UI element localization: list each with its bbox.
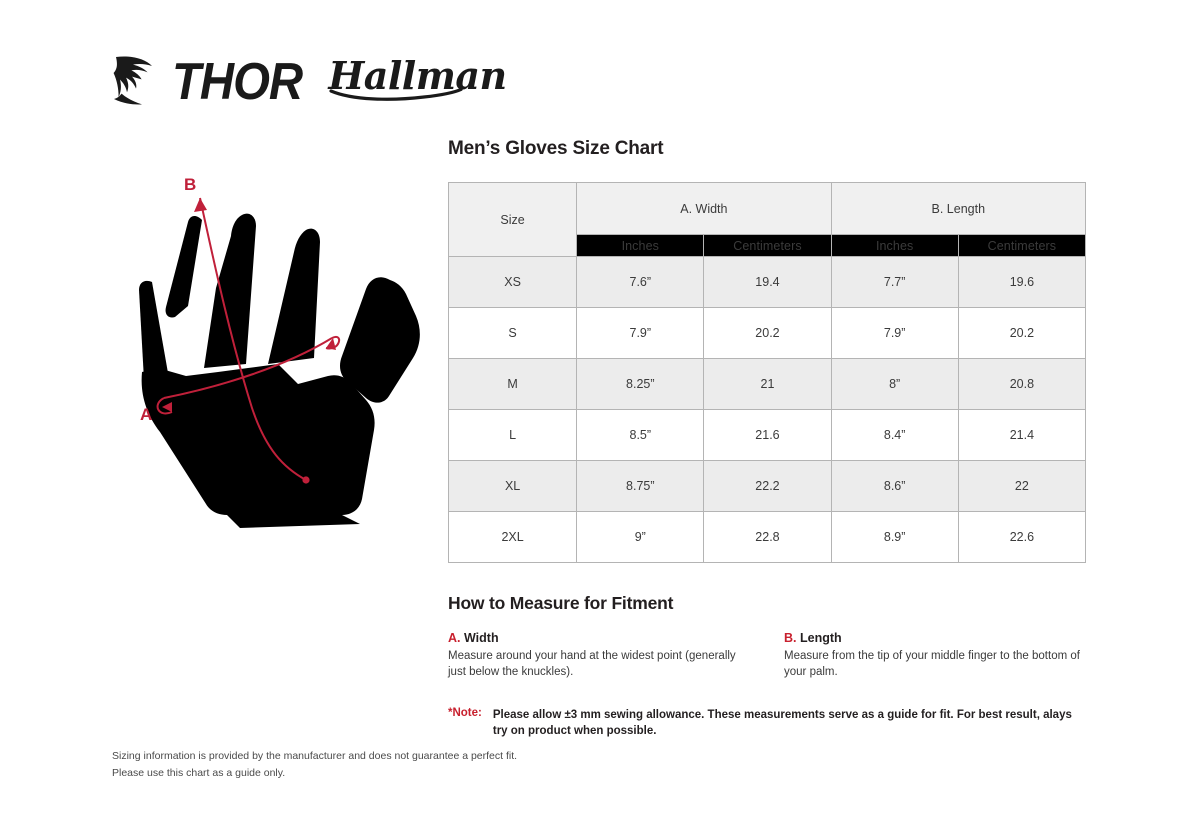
footer-disclaimer: Sizing information is provided by the ma… bbox=[112, 748, 517, 782]
cell-length-inches: 8” bbox=[830, 358, 959, 410]
cell-length-inches: 7.7” bbox=[830, 256, 959, 308]
cell-size: L bbox=[447, 409, 578, 461]
footer-line-2: Please use this chart as a guide only. bbox=[112, 766, 286, 779]
how-to-measure-title: How to Measure for Fitment bbox=[448, 593, 674, 613]
cell-width-centimeters: 19.4 bbox=[703, 256, 832, 308]
cell-width-inches: 9” bbox=[576, 511, 705, 563]
cell-width-centimeters: 21.6 bbox=[703, 409, 832, 461]
cell-width-centimeters: 22.8 bbox=[703, 511, 832, 563]
cell-length-inches: 8.6” bbox=[830, 460, 959, 512]
cell-width-inches: 7.9” bbox=[576, 307, 705, 359]
table-row: 2XL 9” 22.8 8.9” 22.6 bbox=[447, 511, 1087, 563]
cell-size: XS bbox=[447, 256, 578, 308]
measure-width-name: Width bbox=[463, 631, 499, 645]
measure-item-length: B. Length Measure from the tip of your m… bbox=[784, 631, 1086, 681]
table-row: XS 7.6” 19.4 7.7” 19.6 bbox=[447, 256, 1087, 308]
note-label: *Note: bbox=[448, 707, 482, 720]
cell-width-centimeters: 21 bbox=[703, 358, 832, 410]
footer-line-1: Sizing information is provided by the ma… bbox=[112, 750, 518, 762]
note-text: Please allow ±3 mm sewing allowance. The… bbox=[492, 708, 1072, 738]
page-title: Men’s Gloves Size Chart bbox=[448, 138, 664, 159]
cell-size: XL bbox=[447, 460, 578, 512]
thor-logo: THOR bbox=[112, 55, 303, 107]
hallman-swash-icon bbox=[329, 87, 463, 101]
width-measure-arc-a bbox=[156, 335, 341, 415]
cell-length-centimeters: 22 bbox=[957, 460, 1087, 512]
table-row: L 8.5” 21.6 8.4” 21.4 bbox=[447, 409, 1087, 461]
measure-width-description: Measure around your hand at the widest p… bbox=[448, 650, 736, 679]
brand-logo-row: THOR Hallman bbox=[112, 52, 507, 110]
table-row: XL 8.75” 22.2 8.6” 22 bbox=[447, 460, 1087, 512]
measure-width-heading: A. Width bbox=[448, 631, 750, 645]
hand-diagram-svg: B A bbox=[139, 175, 420, 528]
table-header-length-inches: Inches bbox=[830, 234, 959, 257]
measure-width-key: A. bbox=[448, 631, 461, 645]
cell-width-inches: 8.5” bbox=[576, 409, 705, 461]
measure-length-name: Length bbox=[799, 631, 842, 645]
table-row: S 7.9” 20.2 7.9” 20.2 bbox=[447, 307, 1087, 359]
size-chart-column: Men’s Gloves Size Chart Size A. Width B.… bbox=[447, 138, 1087, 740]
hallman-wordmark-text: Hallman bbox=[328, 53, 507, 98]
cell-width-inches: 8.75” bbox=[576, 460, 705, 512]
hand-silhouette bbox=[139, 213, 420, 528]
table-header-group-width: A. Width bbox=[576, 182, 832, 235]
measure-length-key: B. bbox=[784, 631, 797, 645]
thor-helmet-icon bbox=[113, 56, 152, 105]
measure-length-heading: B. Length bbox=[784, 631, 1086, 645]
how-to-measure-section: How to Measure for Fitment A. Width Meas… bbox=[448, 593, 1086, 681]
table-row: M 8.25” 21 8” 20.8 bbox=[447, 358, 1087, 410]
cell-length-centimeters: 19.6 bbox=[957, 256, 1087, 308]
measure-length-description: Measure from the tip of your middle fing… bbox=[784, 650, 1080, 679]
note-row: *Note: Please allow ±3 mm sewing allowan… bbox=[448, 707, 1086, 740]
length-measure-line-b bbox=[194, 197, 310, 484]
diagram-label-a: A bbox=[140, 405, 152, 424]
size-chart-table: Size A. Width B. Length Inches Centimete… bbox=[447, 182, 1087, 563]
measure-item-width: A. Width Measure around your hand at the… bbox=[448, 631, 750, 681]
cell-length-centimeters: 22.6 bbox=[957, 511, 1087, 563]
cell-size: S bbox=[447, 307, 578, 359]
table-header-length-centimeters: Centimeters bbox=[957, 234, 1087, 257]
table-header-size: Size bbox=[447, 182, 578, 257]
cell-length-inches: 8.4” bbox=[830, 409, 959, 461]
cell-length-centimeters: 20.8 bbox=[957, 358, 1087, 410]
table-header-width-centimeters: Centimeters bbox=[703, 234, 832, 257]
cell-length-inches: 8.9” bbox=[830, 511, 959, 563]
cell-width-centimeters: 20.2 bbox=[703, 307, 832, 359]
table-header-group-length: B. Length bbox=[830, 182, 1087, 235]
cell-size: 2XL bbox=[447, 511, 578, 563]
cell-length-centimeters: 20.2 bbox=[957, 307, 1087, 359]
cell-size: M bbox=[447, 358, 578, 410]
cell-length-inches: 7.9” bbox=[830, 307, 959, 359]
cell-width-inches: 7.6” bbox=[576, 256, 705, 308]
diagram-label-b: B bbox=[184, 175, 196, 194]
table-group-header-row: Size A. Width B. Length bbox=[447, 182, 1087, 257]
cell-length-centimeters: 21.4 bbox=[957, 409, 1087, 461]
thor-wordmark: THOR bbox=[172, 51, 303, 111]
cell-width-centimeters: 22.2 bbox=[703, 460, 832, 512]
hand-measurement-diagram: B A bbox=[128, 168, 438, 533]
cell-width-inches: 8.25” bbox=[576, 358, 705, 410]
table-header-width-inches: Inches bbox=[576, 234, 705, 257]
hallman-logo: Hallman bbox=[328, 57, 507, 105]
